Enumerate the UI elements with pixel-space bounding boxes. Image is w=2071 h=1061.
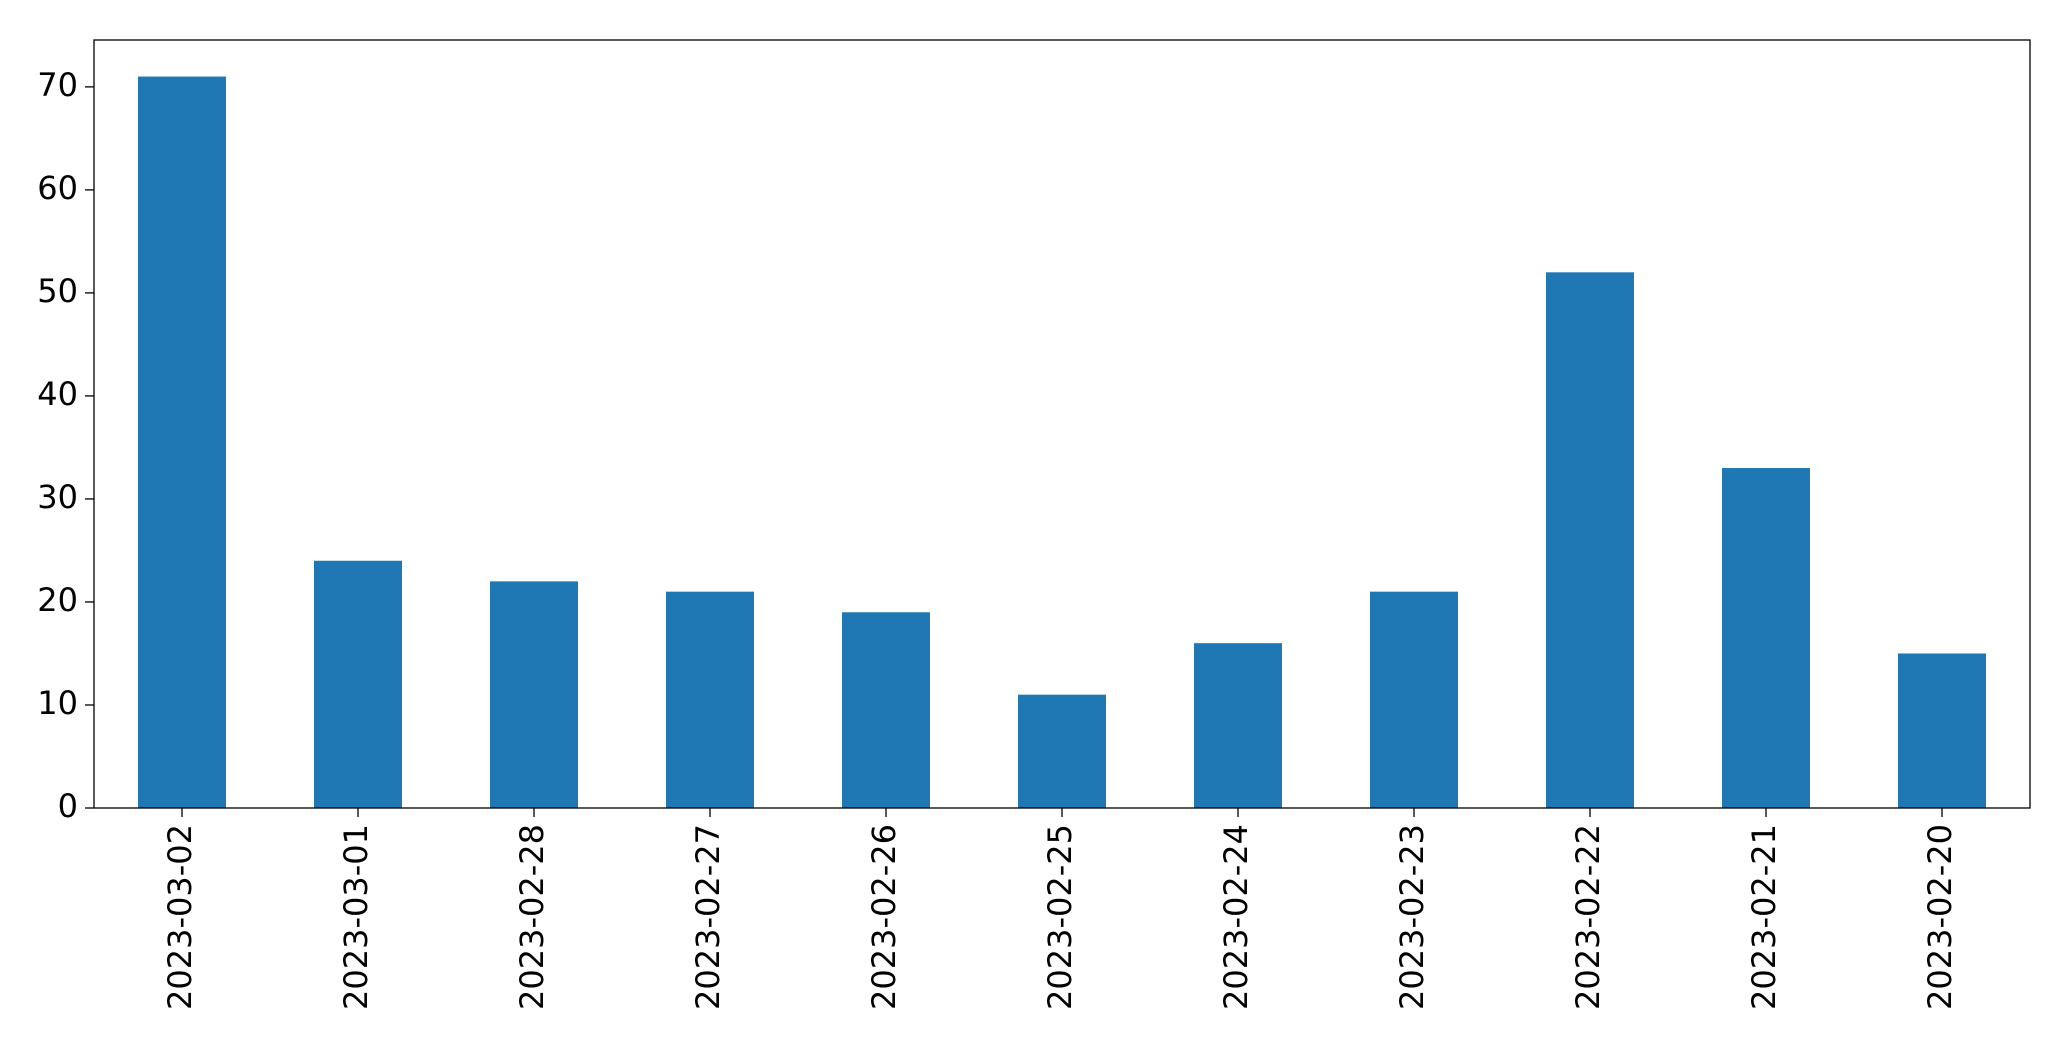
y-tick-label: 0 (58, 787, 78, 825)
y-tick-label: 70 (37, 66, 78, 104)
y-tick-label: 40 (37, 375, 78, 413)
x-tick-label: 2023-02-28 (513, 824, 551, 1010)
x-tick-label: 2023-02-22 (1569, 824, 1607, 1010)
bar (1546, 272, 1634, 808)
bar (490, 581, 578, 808)
x-tick-label: 2023-02-23 (1393, 824, 1431, 1010)
bar (1018, 694, 1106, 808)
y-tick-label: 20 (37, 581, 78, 619)
x-tick-label: 2023-03-02 (161, 824, 199, 1010)
x-tick-label: 2023-02-24 (1217, 824, 1255, 1010)
y-tick-label: 30 (37, 478, 78, 516)
bar (1194, 643, 1282, 808)
x-tick-label: 2023-02-20 (1921, 824, 1959, 1010)
bar (666, 591, 754, 808)
x-tick-label: 2023-02-25 (1041, 824, 1079, 1010)
bar (1722, 468, 1810, 808)
bar (842, 612, 930, 808)
bar (138, 76, 226, 809)
y-tick-label: 10 (37, 684, 78, 722)
plot-frame (93, 39, 2031, 809)
bar (1898, 653, 1986, 808)
x-tick-label: 2023-02-27 (689, 824, 727, 1010)
y-tick-label: 60 (37, 169, 78, 207)
x-tick-label: 2023-03-01 (337, 824, 375, 1010)
bar (314, 560, 402, 808)
x-tick-label: 2023-02-21 (1745, 824, 1783, 1010)
x-tick-label: 2023-02-26 (865, 824, 903, 1010)
bar (1370, 591, 1458, 808)
y-tick-label: 50 (37, 272, 78, 310)
